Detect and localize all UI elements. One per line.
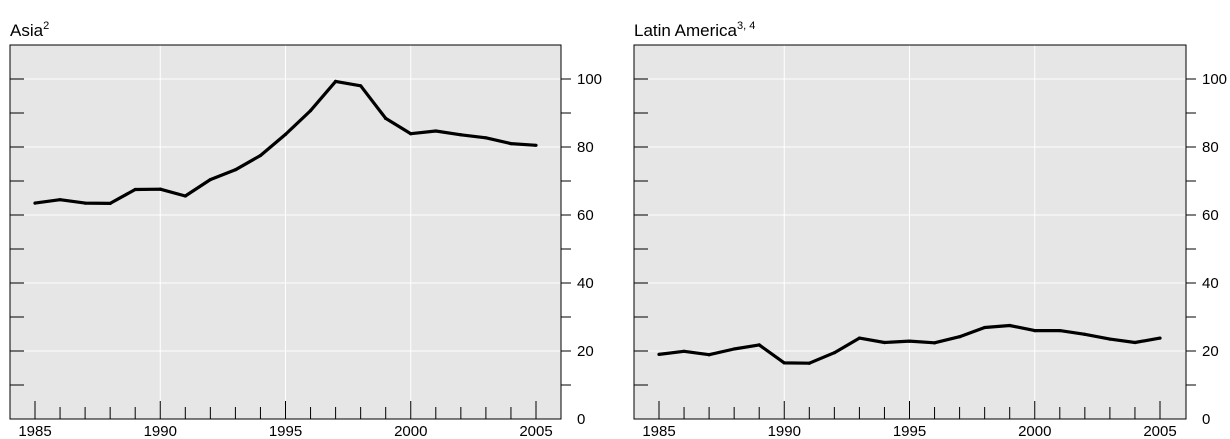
chart-title-text: Asia xyxy=(10,21,44,40)
y-tick-label: 60 xyxy=(577,207,594,224)
data-point xyxy=(857,336,862,340)
data-point xyxy=(83,201,87,205)
data-point xyxy=(183,194,187,198)
data-point xyxy=(682,349,686,353)
chart-panel-latin-america: 0 20 40 60 80 100 1985 1990 1995 2000 2005 Latin Am… xyxy=(633,20,1227,439)
x-tick-label: 2000 xyxy=(394,423,427,439)
data-point xyxy=(983,325,987,330)
x-tick-label: 1995 xyxy=(893,423,926,439)
data-point xyxy=(707,353,711,357)
data-point xyxy=(782,361,786,365)
x-tick-label: 1990 xyxy=(768,423,801,439)
chart-title-text: Latin America xyxy=(634,21,738,40)
chart-title: Latin America3, 4 xyxy=(634,20,755,40)
data-point xyxy=(283,132,288,137)
data-point xyxy=(158,187,162,191)
data-point xyxy=(33,201,37,205)
data-point xyxy=(208,178,212,182)
y-tick-label: 0 xyxy=(577,411,585,428)
y-tick-label: 0 xyxy=(1202,411,1210,428)
data-point xyxy=(1133,340,1137,345)
x-tick-label: 2000 xyxy=(1018,423,1051,439)
x-tick-label: 1995 xyxy=(269,423,302,439)
chart-title-superscript: 2 xyxy=(43,20,49,32)
x-tick-label: 1985 xyxy=(642,423,675,439)
chart-title: Asia2 xyxy=(10,20,49,40)
data-point xyxy=(58,198,62,202)
y-tick-label: 100 xyxy=(1202,71,1227,88)
data-point xyxy=(1008,323,1012,328)
data-point xyxy=(757,343,761,347)
y-tick-label: 100 xyxy=(577,71,602,88)
data-point xyxy=(1033,329,1037,333)
x-tick-label: 2005 xyxy=(519,423,552,439)
x-tick-label: 1990 xyxy=(144,423,177,439)
y-tick-label: 40 xyxy=(577,275,594,292)
data-point xyxy=(832,351,836,355)
data-point xyxy=(384,116,388,121)
data-point xyxy=(882,340,887,345)
data-point xyxy=(657,352,661,356)
data-point xyxy=(233,168,237,172)
data-point xyxy=(308,109,313,113)
data-point xyxy=(534,143,538,147)
data-point xyxy=(359,84,363,88)
data-point xyxy=(133,187,137,192)
data-point xyxy=(1083,332,1087,336)
data-point xyxy=(932,341,937,345)
data-point xyxy=(907,339,912,343)
data-point xyxy=(1108,337,1112,341)
chart-panel-asia: 0 20 40 60 80 100 1985 1990 1995 2000 2005 Asia2 xyxy=(9,20,602,439)
data-point xyxy=(334,79,338,83)
y-tick-label: 20 xyxy=(577,343,594,360)
data-point xyxy=(108,201,112,206)
y-tick-label: 80 xyxy=(1202,139,1219,156)
data-point xyxy=(409,132,413,136)
x-tick-label: 2005 xyxy=(1143,423,1176,439)
chart-title-superscript: 3, 4 xyxy=(737,20,755,32)
y-tick-label: 60 xyxy=(1202,207,1219,224)
y-tick-label: 20 xyxy=(1202,343,1219,360)
data-point xyxy=(434,129,438,133)
data-point xyxy=(258,153,263,158)
data-point xyxy=(509,142,513,146)
data-point xyxy=(459,133,463,137)
data-point xyxy=(1158,336,1162,340)
y-tick-label: 40 xyxy=(1202,275,1219,292)
data-point xyxy=(958,335,962,339)
data-point xyxy=(732,347,736,351)
data-point xyxy=(484,136,488,140)
y-tick-label: 80 xyxy=(577,139,594,156)
data-point xyxy=(1058,329,1062,333)
data-point xyxy=(807,361,811,365)
x-tick-label: 1985 xyxy=(18,423,51,439)
